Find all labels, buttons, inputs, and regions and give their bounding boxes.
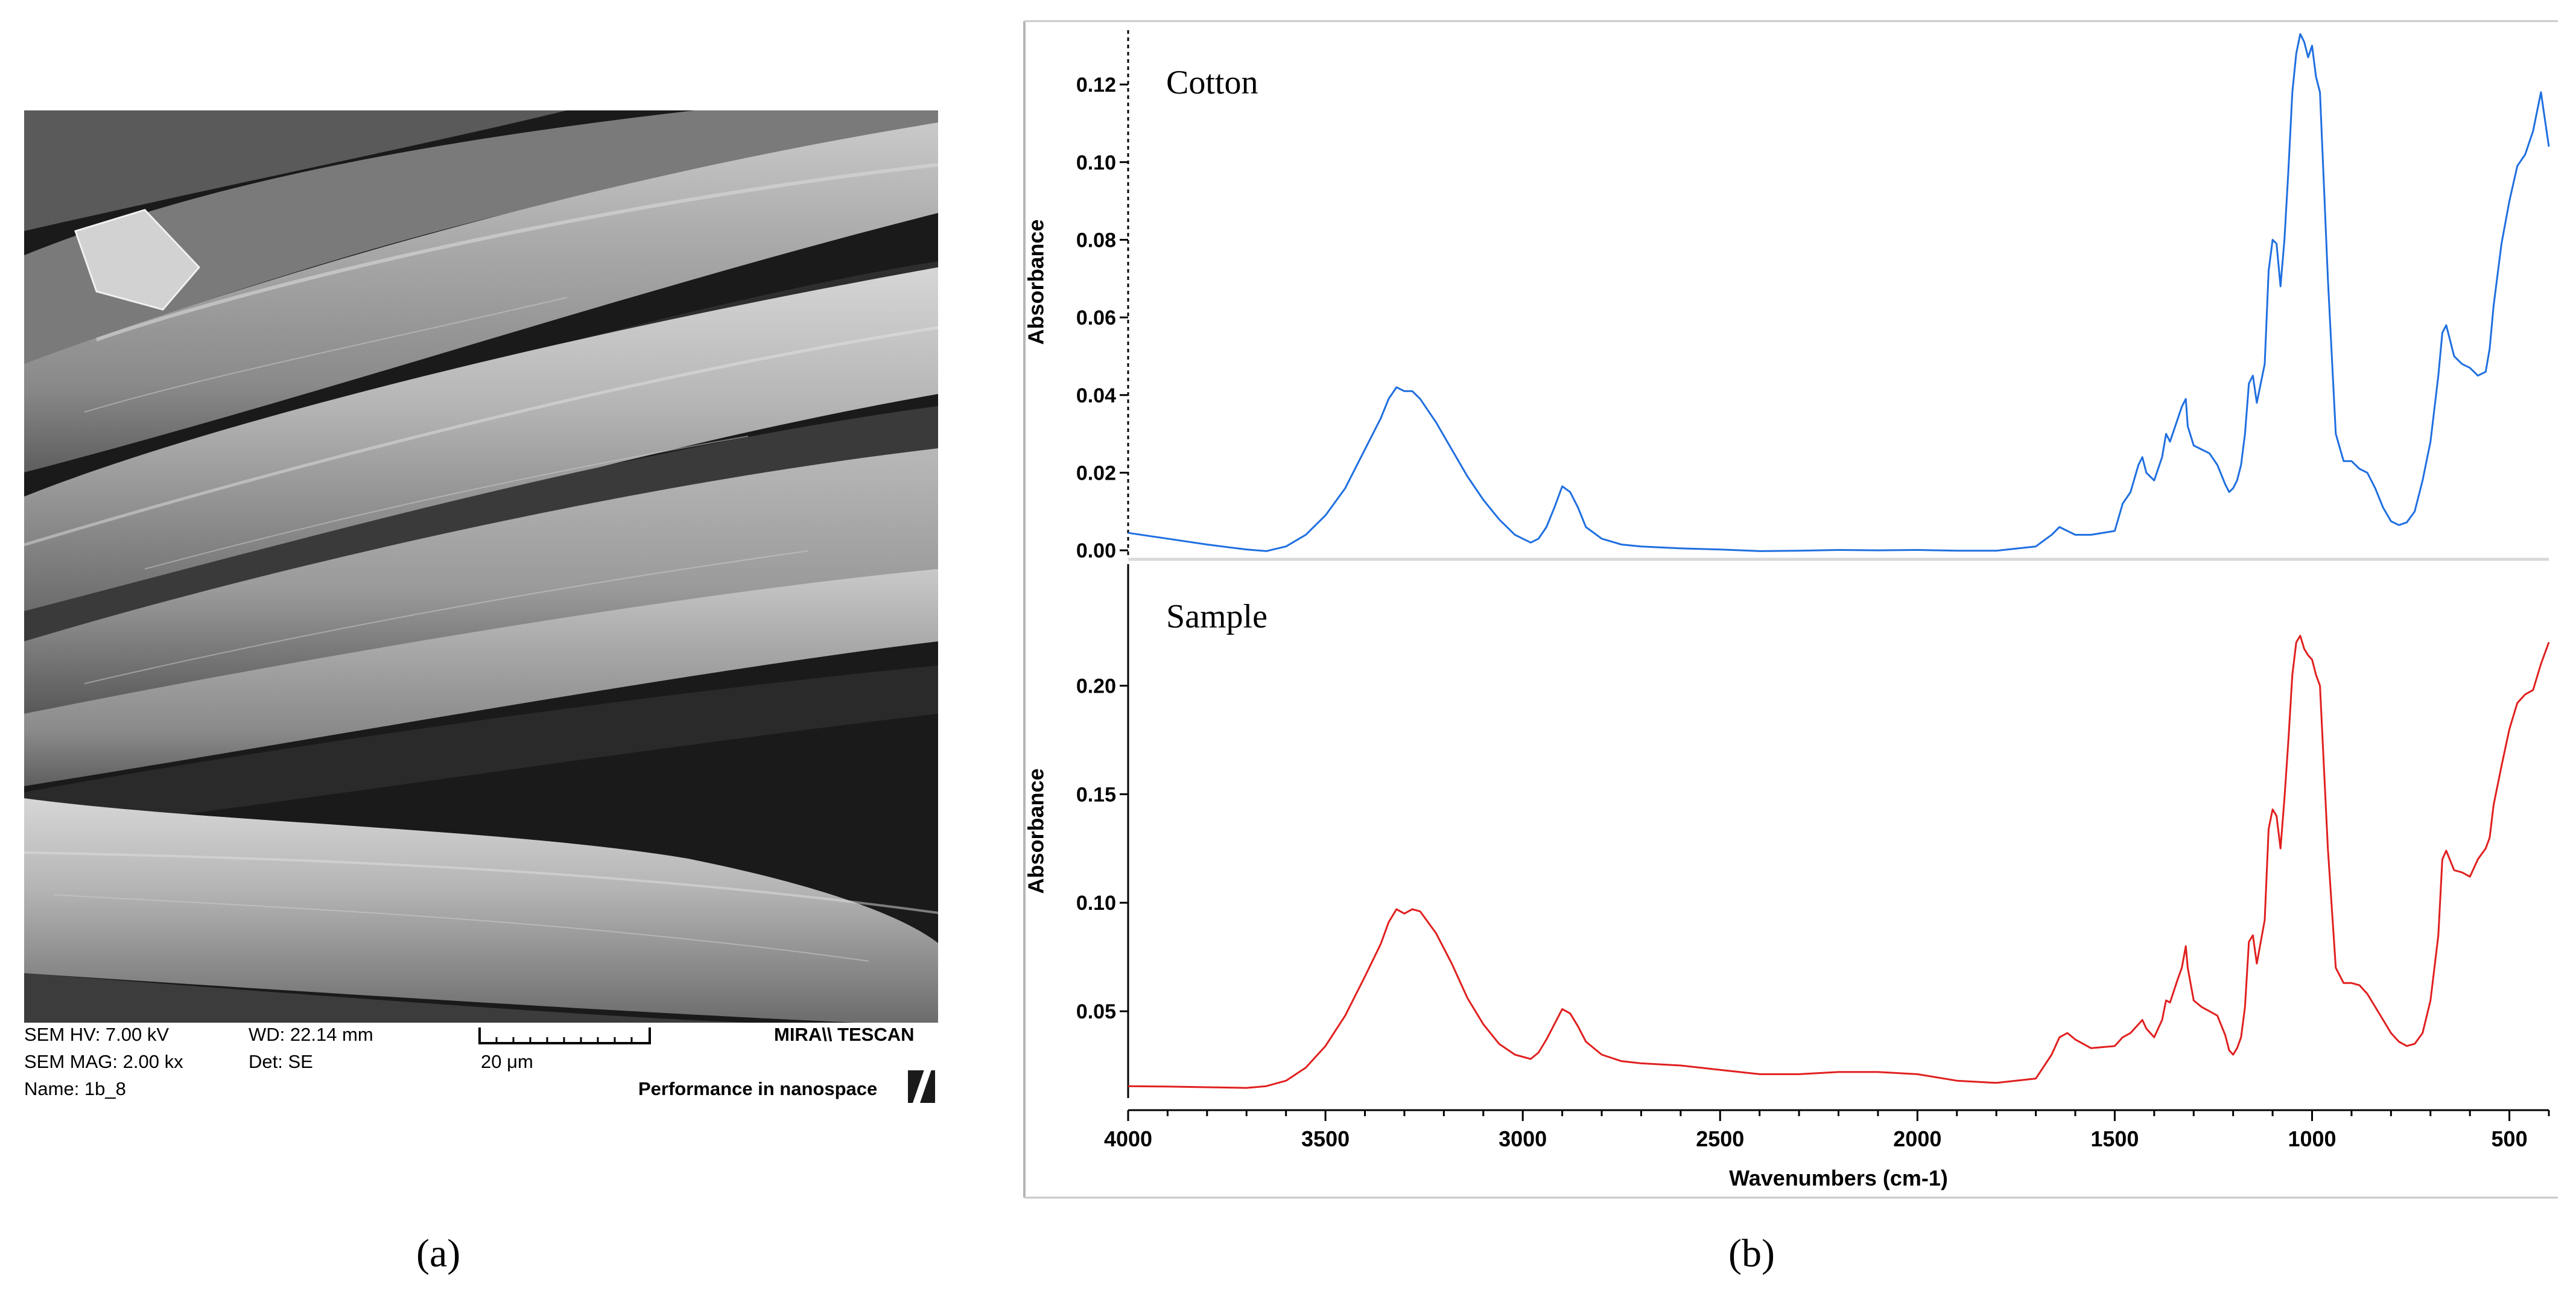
sem-fibers-graphic xyxy=(24,110,938,1023)
sem-scale-label: 20 μm xyxy=(481,1051,533,1072)
sample-y-tick-label: 0.10 xyxy=(1076,892,1116,915)
cotton-series-title: Cotton xyxy=(1166,64,1258,101)
caption-b: (b) xyxy=(1728,1231,1775,1275)
sem-slogan: Performance in nanospace xyxy=(638,1078,878,1099)
tescan-logo-icon xyxy=(908,1068,935,1103)
sample-spectrum-plot: 0.05 0.10 0.15 0.20 Absorbance Sample xyxy=(1024,564,2550,1098)
wavenumber-axis: 4000 3500 3000 2500 2000 1500 1000 500 Wavenumbe… xyxy=(1104,1109,2550,1190)
sem-name: Name: 1b_8 xyxy=(24,1078,126,1099)
x-axis-label: Wavenumbers (cm-1) xyxy=(1729,1166,1948,1190)
x-tick-label: 500 xyxy=(2492,1126,2528,1151)
x-tick-label: 2000 xyxy=(1893,1126,1941,1151)
x-tick-label: 2500 xyxy=(1696,1126,1744,1151)
ftir-chart-panel: 0.00 0.02 0.04 0.06 0.08 0.10 0.12 Absorbance Co… xyxy=(1023,18,2558,1201)
x-tick-label: 1500 xyxy=(2090,1126,2139,1151)
sample-y-tick-label: 0.15 xyxy=(1076,783,1116,806)
cotton-y-axis-label: Absorbance xyxy=(1024,219,1048,345)
cotton-y-tick-label: 0.02 xyxy=(1076,462,1116,484)
sem-wd: WD: 22.14 mm xyxy=(249,1024,373,1045)
sample-spectrum-line xyxy=(1128,635,2550,1089)
sem-mag: SEM MAG: 2.00 kx xyxy=(24,1051,183,1072)
cotton-y-tick-label: 0.08 xyxy=(1076,229,1116,252)
x-tick-label: 4000 xyxy=(1104,1126,1152,1151)
x-tick-label: 3500 xyxy=(1301,1126,1350,1151)
cotton-y-tick-label: 0.04 xyxy=(1076,384,1116,407)
x-tick-label: 1000 xyxy=(2288,1126,2336,1151)
cotton-y-tick-label: 0.10 xyxy=(1076,151,1116,174)
cotton-y-tick-label: 0.00 xyxy=(1076,539,1116,562)
x-tick-label: 3000 xyxy=(1499,1126,1547,1151)
sem-image xyxy=(24,110,938,1023)
cotton-y-tick-label: 0.12 xyxy=(1076,74,1116,97)
cotton-spectrum-line xyxy=(1128,33,2550,552)
sample-y-axis-label: Absorbance xyxy=(1024,768,1048,894)
sem-scale-bar xyxy=(478,1027,651,1044)
sem-info-bar: SEM HV: 7.00 kV SEM MAG: 2.00 kx Name: 1… xyxy=(24,1023,938,1104)
sem-brand: MIRA\\ TESCAN xyxy=(774,1024,915,1045)
sem-hv: SEM HV: 7.00 kV xyxy=(24,1024,170,1045)
sem-det: Det: SE xyxy=(249,1051,313,1072)
caption-a: (a) xyxy=(416,1231,461,1275)
sample-y-tick-label: 0.20 xyxy=(1076,675,1116,697)
sample-y-tick-label: 0.05 xyxy=(1076,1000,1116,1023)
sample-series-title: Sample xyxy=(1166,598,1267,635)
cotton-spectrum-plot: 0.00 0.02 0.04 0.06 0.08 0.10 0.12 Absorbance Co… xyxy=(1024,30,2550,562)
cotton-y-tick-label: 0.06 xyxy=(1076,306,1116,329)
ftir-chart-svg: 0.00 0.02 0.04 0.06 0.08 0.10 0.12 Absorbance Co… xyxy=(1023,18,2558,1201)
